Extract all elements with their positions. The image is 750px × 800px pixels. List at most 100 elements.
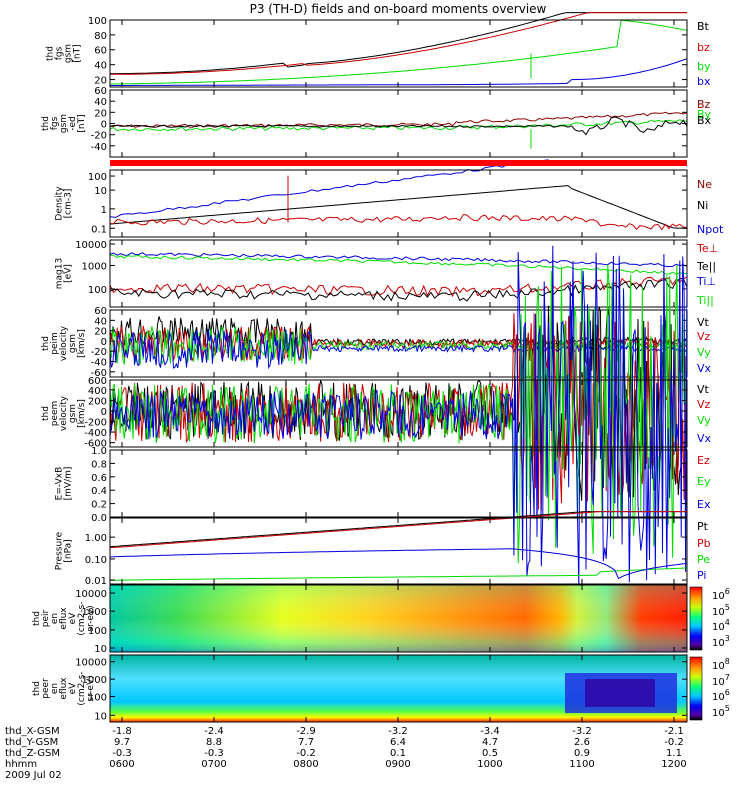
y-tick-label: 0.2 — [91, 500, 107, 511]
x-row-value: -0.3 — [112, 748, 132, 759]
y-tick-label: 1000 — [82, 675, 107, 686]
series-Ti-perp — [110, 252, 687, 268]
y-axis-label: peem — [50, 401, 60, 427]
colorbar-tick-label: 108 — [712, 657, 730, 672]
legend-entry: Ni — [697, 199, 708, 212]
panel-3: 100 10 1 0.1 Density [cm-3] Ne Ni Npot — [55, 159, 724, 238]
colorbar-tick-label: 105 — [712, 603, 730, 618]
y-axis-label: (cm2-s- — [77, 671, 87, 705]
y-tick-label: 10 — [94, 711, 107, 722]
y-axis-label: [cm-3] — [64, 189, 74, 219]
y-axis-label: [nT] — [73, 44, 83, 62]
x-row-value: 1000 — [477, 759, 502, 770]
x-row-value: 9.7 — [114, 737, 130, 748]
y-axis-label: (cm2-s- — [77, 601, 87, 635]
x-row-value: -3.2 — [388, 726, 408, 737]
y-tick-label: -40 — [91, 358, 107, 369]
y-tick-label: 1000 — [82, 261, 107, 272]
y-axis-label: eflux — [59, 677, 69, 700]
legend-entry: Vt — [697, 316, 710, 329]
y-axis-label: fgs — [55, 46, 65, 60]
x-row-value: 1.1 — [666, 748, 682, 759]
y-axis-label: sr-eV) — [86, 605, 96, 631]
y-tick-label: 100 — [88, 172, 107, 183]
y-tick-label: 60 — [94, 306, 107, 317]
series-Pt — [110, 511, 687, 548]
colorbar-tick-label: 103 — [712, 634, 730, 649]
legend-entry: Pb — [697, 537, 711, 550]
colorbar-tick-label: 104 — [712, 618, 730, 633]
y-tick-label: -400 — [84, 428, 107, 439]
legend-entry: Bt — [697, 20, 710, 33]
series-Te-perp — [110, 276, 687, 298]
series-By — [110, 119, 687, 132]
legend-entry: Vx — [697, 362, 712, 375]
colorbar-tick-label: 105 — [712, 704, 730, 719]
legend-entry: by — [697, 60, 711, 73]
x-row-value: 0700 — [201, 759, 226, 770]
legend-entry: Ne — [697, 178, 712, 191]
legend-entry: Bx — [697, 114, 712, 127]
y-tick-label: 10000 — [75, 658, 107, 669]
panel-7: 1.0 0.8 0.6 0.4 0.2 0.0 E=-VxB [mV/m] Ez Ey Ex — [55, 446, 711, 524]
y-tick-label: 1.0 — [91, 446, 107, 457]
y-tick-label: -40 — [91, 142, 107, 153]
y-tick-label: 60 — [94, 46, 107, 57]
x-row-label: thd_Z-GSM — [5, 748, 60, 759]
legend-entry: Vz — [697, 330, 711, 343]
series-Ti-par — [110, 254, 687, 275]
legend-entry: Vy — [697, 414, 711, 427]
legend-entry: Vx — [697, 432, 712, 445]
y-axis-label: en — [50, 613, 60, 624]
panel-frame — [109, 89, 688, 158]
y-axis-label: [nT] — [77, 114, 87, 132]
y-axis-label: thd — [32, 611, 42, 626]
legend-entry: By — [697, 108, 712, 121]
y-axis-label: eV — [68, 682, 78, 695]
y-tick-label: 40 — [94, 316, 107, 327]
legend-entry: Ti⊥ — [696, 275, 716, 288]
y-tick-label: 0 — [101, 120, 107, 131]
x-row-value: 0600 — [109, 759, 134, 770]
y-tick-label: 100 — [88, 693, 107, 704]
x-axis-annotation: thd_X-GSM -1.8 -2.4 -2.9 -3.2 -3.4 -3.2 -2.1 thd… — [5, 726, 687, 781]
series-Bz — [110, 111, 687, 128]
quality-flag-bar — [110, 160, 687, 166]
y-tick-label: 0.01 — [85, 576, 107, 587]
y-tick-label: 200 — [88, 397, 107, 408]
y-axis-label: thd — [32, 681, 42, 696]
y-tick-label: 40 — [94, 97, 107, 108]
y-axis-label: mag13 — [55, 258, 65, 289]
y-tick-label: 10000 — [75, 240, 107, 251]
electron-spectrogram-core — [585, 679, 655, 707]
y-tick-label: 400 — [88, 386, 107, 397]
y-axis-label: thd — [41, 336, 51, 351]
y-tick-label: -200 — [84, 418, 107, 429]
y-axis-label: eflux — [59, 607, 69, 630]
x-row-value: -2.9 — [296, 726, 316, 737]
x-row-value: -0.3 — [204, 748, 224, 759]
y-axis-label: gsm — [64, 44, 74, 63]
x-row-label: thd_Y-GSM — [5, 737, 58, 748]
colorbar-ramp — [689, 656, 703, 721]
series-Te-par — [110, 278, 687, 302]
ion-spectrogram-shade — [110, 585, 687, 652]
series-by — [110, 19, 687, 85]
legend-entry: Ey — [697, 475, 711, 488]
x-row-value: -0.2 — [664, 737, 684, 748]
x-row-value: -2.1 — [664, 726, 684, 737]
x-row-value: 0900 — [385, 759, 410, 770]
legend-entry: Vz — [697, 398, 711, 411]
y-axis-label: Pressure — [55, 531, 65, 570]
y-tick-label: 0.0 — [91, 513, 107, 524]
x-row-value: 1100 — [569, 759, 594, 770]
x-row-value: 0.9 — [574, 748, 590, 759]
series-Vx — [110, 245, 687, 587]
series-Pb — [110, 511, 687, 549]
y-tick-label: -20 — [91, 347, 107, 358]
legend-entry: Pi — [697, 569, 706, 582]
